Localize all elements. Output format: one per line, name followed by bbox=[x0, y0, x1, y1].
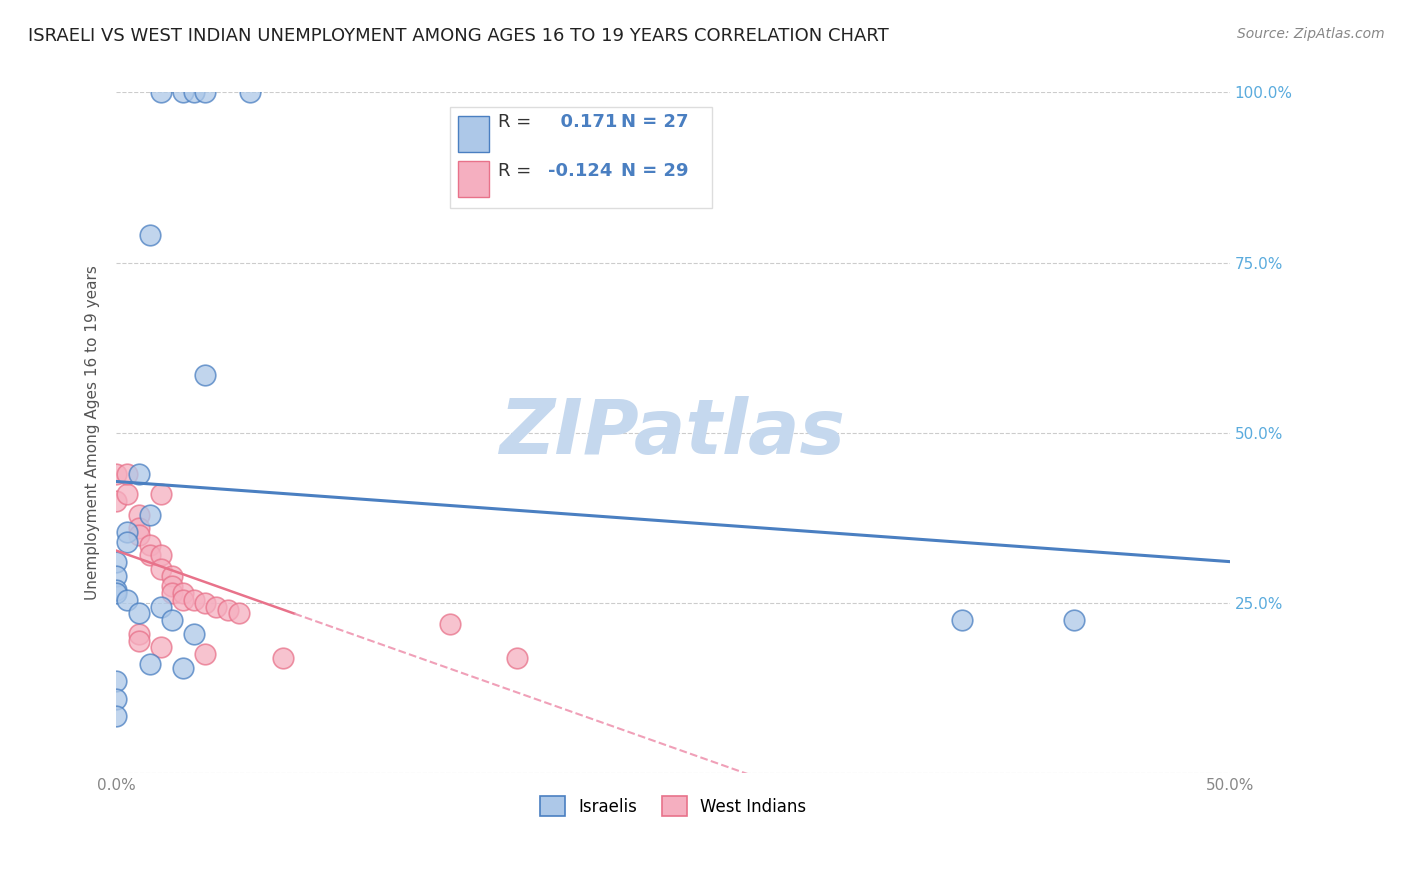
Point bbox=[117, 487, 139, 501]
Y-axis label: Unemployment Among Ages 16 to 19 years: Unemployment Among Ages 16 to 19 years bbox=[86, 266, 100, 600]
Point bbox=[105, 582, 128, 597]
Point bbox=[194, 647, 217, 661]
Point bbox=[172, 661, 194, 675]
Point bbox=[271, 650, 294, 665]
Text: Source: ZipAtlas.com: Source: ZipAtlas.com bbox=[1237, 27, 1385, 41]
Text: N = 27: N = 27 bbox=[620, 112, 688, 130]
Point bbox=[172, 586, 194, 600]
Point bbox=[117, 467, 139, 481]
FancyBboxPatch shape bbox=[458, 161, 489, 196]
Text: R =: R = bbox=[498, 112, 537, 130]
Point bbox=[128, 627, 150, 641]
Point bbox=[160, 579, 183, 593]
Point bbox=[217, 603, 239, 617]
Point bbox=[105, 586, 128, 600]
Point bbox=[105, 674, 128, 689]
Text: -0.124: -0.124 bbox=[548, 161, 613, 179]
Point bbox=[149, 487, 172, 501]
Point bbox=[105, 691, 128, 706]
Point bbox=[952, 613, 974, 627]
Text: N = 29: N = 29 bbox=[620, 161, 688, 179]
Point bbox=[117, 534, 139, 549]
Point bbox=[149, 549, 172, 563]
Point bbox=[183, 627, 205, 641]
Point bbox=[138, 538, 160, 552]
Point bbox=[138, 508, 160, 522]
Point bbox=[239, 86, 262, 100]
Point bbox=[128, 467, 150, 481]
Point bbox=[105, 494, 128, 508]
Point bbox=[160, 569, 183, 583]
Point bbox=[128, 607, 150, 621]
Point bbox=[506, 650, 529, 665]
Point bbox=[1063, 613, 1085, 627]
Point bbox=[149, 599, 172, 614]
Text: R =: R = bbox=[498, 161, 537, 179]
Point bbox=[149, 640, 172, 655]
Text: 0.171: 0.171 bbox=[548, 112, 617, 130]
Point bbox=[128, 528, 150, 542]
Legend: Israelis, West Indians: Israelis, West Indians bbox=[533, 789, 813, 823]
Point bbox=[128, 508, 150, 522]
Point bbox=[138, 228, 160, 243]
Point bbox=[439, 616, 461, 631]
Point bbox=[128, 633, 150, 648]
Point bbox=[138, 657, 160, 672]
Point bbox=[138, 549, 160, 563]
Point bbox=[205, 599, 228, 614]
Point bbox=[117, 592, 139, 607]
Point bbox=[105, 555, 128, 569]
Point bbox=[194, 368, 217, 382]
Point bbox=[160, 586, 183, 600]
Point bbox=[194, 86, 217, 100]
FancyBboxPatch shape bbox=[450, 107, 711, 208]
Point bbox=[105, 569, 128, 583]
Text: ISRAELI VS WEST INDIAN UNEMPLOYMENT AMONG AGES 16 TO 19 YEARS CORRELATION CHART: ISRAELI VS WEST INDIAN UNEMPLOYMENT AMON… bbox=[28, 27, 889, 45]
Point bbox=[105, 708, 128, 723]
Point bbox=[128, 521, 150, 535]
Point bbox=[228, 607, 250, 621]
FancyBboxPatch shape bbox=[458, 116, 489, 152]
Text: ZIPatlas: ZIPatlas bbox=[501, 396, 846, 470]
Point bbox=[105, 467, 128, 481]
Point bbox=[172, 592, 194, 607]
Point bbox=[149, 562, 172, 576]
Point bbox=[149, 86, 172, 100]
Point bbox=[183, 86, 205, 100]
Point bbox=[194, 596, 217, 610]
Point bbox=[117, 524, 139, 539]
Point bbox=[172, 86, 194, 100]
Point bbox=[160, 613, 183, 627]
Point bbox=[183, 592, 205, 607]
